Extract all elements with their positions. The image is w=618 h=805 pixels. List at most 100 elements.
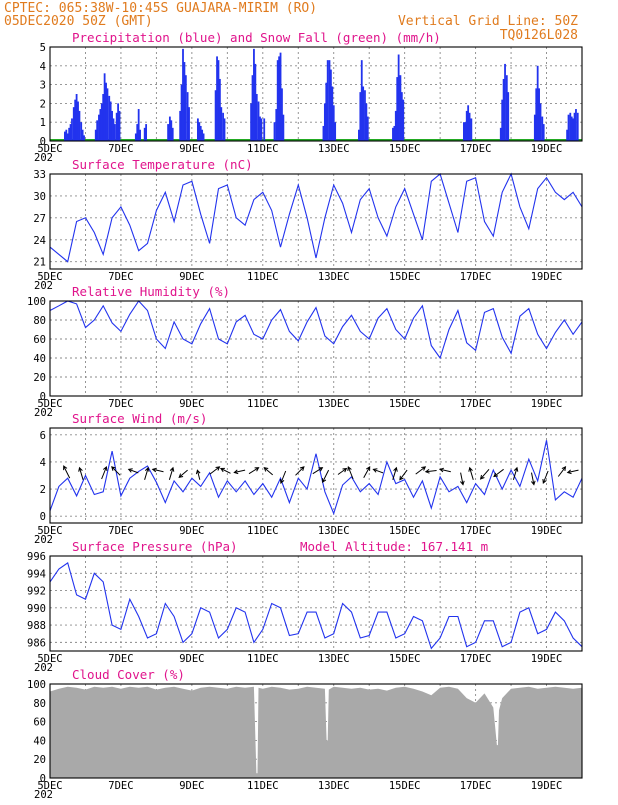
- precip-bar: [72, 107, 75, 141]
- precip-x-tick-label: 15DEC: [389, 143, 421, 155]
- precip-bar: [465, 110, 468, 141]
- precip-bar: [279, 52, 282, 141]
- pressure-x-tick-label: 11DEC: [247, 653, 279, 665]
- pressure-year-stub: 202: [34, 662, 53, 674]
- precip-bar: [278, 56, 281, 141]
- precip-bar: [108, 95, 111, 141]
- humidity-x-tick-label: 17DEC: [460, 398, 492, 410]
- wind-direction-arrow: [512, 466, 519, 480]
- precip-year-stub: 202: [34, 152, 53, 164]
- precip-x-tick-label: 11DEC: [247, 143, 279, 155]
- precip-bar: [400, 92, 403, 141]
- precip-bar: [533, 114, 536, 141]
- cloud-year-stub: 202: [34, 789, 53, 800]
- wind-direction-arrow: [111, 466, 121, 476]
- precip-bar: [399, 75, 402, 141]
- cloud-x-tick-label: 7DEC: [108, 780, 133, 792]
- cloud-x-tick-label: 17DEC: [460, 780, 492, 792]
- precip-bar: [223, 118, 226, 141]
- pressure-x-tick-label: 15DEC: [389, 653, 421, 665]
- precip-bar: [134, 133, 137, 141]
- precip-bar: [65, 129, 68, 141]
- precip-bar: [171, 127, 174, 141]
- precip-bar: [98, 114, 100, 141]
- precip-bar: [358, 129, 360, 141]
- wind-direction-arrow: [248, 467, 260, 475]
- pressure-y-tick-label: 996: [27, 551, 46, 563]
- precip-x-tick-label: 13DEC: [318, 143, 350, 155]
- cloud-x-tick-label: 9DEC: [179, 780, 204, 792]
- humidity-y-tick-label: 20: [33, 372, 46, 384]
- pressure-y-tick-label: 986: [27, 637, 46, 649]
- precip-bar: [536, 65, 539, 141]
- wind-x-tick-label: 11DEC: [247, 525, 279, 537]
- precip-bar: [182, 48, 184, 141]
- precip-bar: [569, 112, 572, 141]
- cloud-x-tick-label: 5DEC: [37, 780, 62, 792]
- humidity-x-tick-label: 11DEC: [247, 398, 279, 410]
- wind-direction-arrow: [144, 466, 150, 480]
- wind-direction-arrow: [78, 466, 84, 480]
- temperature-series-line: [49, 172, 583, 263]
- precip-bar: [539, 103, 542, 141]
- temperature-y-tick-label: 21: [33, 257, 46, 269]
- precip-bar: [222, 112, 224, 141]
- humidity-frame: [49, 300, 583, 397]
- precip-y-tick-label: 0: [40, 136, 46, 148]
- precip-bar: [201, 129, 204, 141]
- precip-bar: [392, 127, 394, 141]
- wind-direction-arrow: [479, 468, 490, 480]
- precip-bar: [359, 92, 362, 141]
- wind-direction-arrow: [312, 467, 324, 475]
- wind-direction-arrow: [438, 467, 451, 473]
- pressure-x-tick-label: 5DEC: [37, 653, 62, 665]
- precip-bar: [137, 109, 140, 141]
- humidity-series-line: [49, 300, 583, 360]
- precip-bar: [112, 118, 115, 141]
- precip-bar: [77, 101, 79, 141]
- pressure-x-tick-label: 9DEC: [179, 653, 204, 665]
- temperature-x-tick-label: 15DEC: [389, 271, 421, 283]
- temperature-x-tick-label: 7DEC: [108, 271, 133, 283]
- precip-bar: [572, 118, 575, 141]
- temperature-x-tick-label: 13DEC: [318, 271, 350, 283]
- precip-bar: [396, 77, 399, 141]
- header-grid-note: Vertical Grid Line: 50Z: [398, 14, 578, 29]
- precip-bar: [334, 122, 337, 141]
- precip-bar: [114, 124, 116, 141]
- precip-bar: [499, 127, 502, 141]
- precip-x-tick-label: 19DEC: [531, 143, 563, 155]
- precip-bar: [505, 75, 508, 141]
- wind-direction-arrow: [415, 466, 427, 475]
- precip-bar: [183, 62, 186, 141]
- wind-direction-arrow: [372, 468, 384, 474]
- humidity-x-tick-label: 13DEC: [318, 398, 350, 410]
- precip-bar: [103, 73, 106, 141]
- header-station: CPTEC: 065:38W-10:45S GUAJARA-MIRIM (RO): [4, 1, 317, 16]
- wind-panel: 0 2 4 6 5DEC 7DEC 9DEC 11DEC 13DEC 15DEC 17DEC 19DE…: [34, 411, 583, 546]
- precip-bar: [143, 127, 146, 141]
- precip-bar: [362, 86, 365, 141]
- header-model-code: TQ0126L028: [500, 28, 578, 43]
- wind-direction-arrow: [127, 468, 139, 474]
- wind-direction-arrow: [363, 465, 371, 478]
- precip-x-tick-label: 9DEC: [179, 143, 204, 155]
- precip-bar: [502, 78, 505, 141]
- cloud-panel: 0 20 40 60 80 100 5DEC 7DEC 9DEC 11DEC 13DEC 15DEC 1…: [27, 667, 583, 801]
- temperature-panel: 21 24 27 30 33 5DEC 7DEC 9DEC 11DEC 13DEC 15DEC 17D…: [33, 157, 583, 292]
- precip-y-tick-label: 5: [40, 42, 46, 54]
- wind-direction-arrow: [322, 469, 330, 484]
- precip-bar: [328, 60, 331, 141]
- precip-bar: [402, 99, 405, 141]
- header-date: 05DEC2020 50Z (GMT): [4, 14, 153, 29]
- wind-direction-arrow: [195, 469, 201, 480]
- precip-bar: [322, 125, 325, 141]
- precip-bar: [109, 101, 112, 141]
- pressure-x-tick-label: 7DEC: [108, 653, 133, 665]
- pressure-y-tick-label: 992: [27, 586, 46, 598]
- precip-bar: [504, 63, 506, 141]
- precip-bar: [538, 88, 540, 141]
- pressure-annotation: Model Altitude: 167.141 m: [300, 539, 488, 554]
- wind-frame: [49, 427, 583, 524]
- precip-bar: [202, 133, 205, 141]
